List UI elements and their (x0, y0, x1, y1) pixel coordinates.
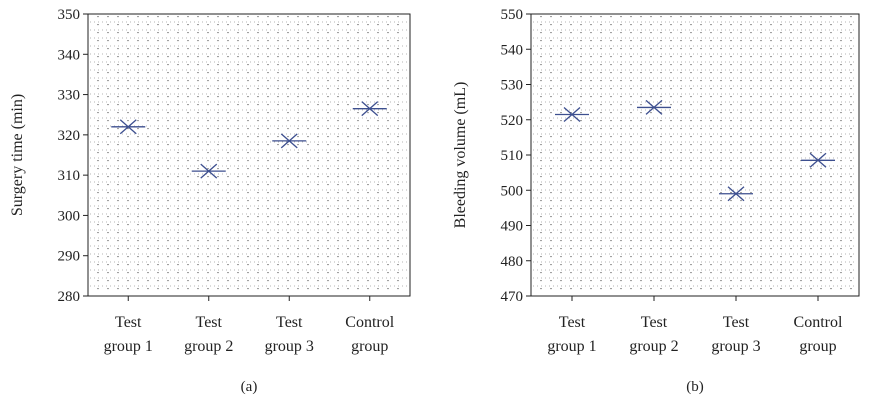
x-tick-label: group (799, 338, 836, 355)
y-tick-label: 520 (501, 113, 524, 129)
x-tick-label: group 3 (265, 338, 314, 355)
chart-panel-1: 280 290 300 310 320 330 340 350 Test group 1 Test g… (9, 7, 411, 395)
y-tick-label: 290 (58, 249, 81, 265)
x-tick-label: group (351, 338, 388, 355)
y-tick-label: 540 (501, 42, 524, 58)
data-point (272, 133, 307, 149)
data-point (191, 163, 226, 179)
y-tick-label: 550 (501, 7, 524, 23)
x-tick-label: Control (794, 314, 843, 331)
panel-label: (b) (686, 379, 704, 395)
data-point (719, 186, 753, 202)
grid-dots (90, 16, 408, 294)
x-tick-label: Test (559, 314, 586, 331)
data-point (801, 152, 835, 168)
y-tick-label: 320 (58, 128, 81, 144)
y-tick-label: 480 (501, 254, 524, 270)
x-tick-label: group 2 (629, 338, 678, 355)
x-tick-label: Test (723, 314, 750, 331)
y-tick-label: 280 (58, 289, 81, 305)
y-tick-label: 530 (501, 78, 524, 94)
data-point (352, 101, 387, 117)
x-tick-label: Test (115, 314, 142, 331)
y-tick-label: 500 (501, 183, 524, 199)
data-point (111, 119, 146, 135)
x-tick-label: Test (196, 314, 223, 331)
y-tick-label: 300 (58, 208, 81, 224)
y-tick-label: 330 (58, 88, 81, 104)
grid-dots (533, 16, 857, 294)
x-tick-label: group 1 (104, 338, 153, 355)
chart-panel-2: 470 480 490 500 510 520 530 540 550 Test group 1 Te… (452, 7, 860, 395)
x-tick-label: group 2 (184, 338, 233, 355)
x-tick-label: Test (641, 314, 668, 331)
y-tick-label: 490 (501, 219, 524, 235)
x-tick-label: Control (345, 314, 394, 331)
data-point (637, 99, 671, 115)
y-tick-label: 470 (501, 289, 524, 305)
x-tick-label: group 3 (711, 338, 760, 355)
x-tick-label: Test (276, 314, 303, 331)
plot-frame (87, 13, 411, 297)
y-tick-label: 340 (58, 47, 81, 63)
data-point (555, 106, 589, 122)
y-tick-label: 510 (501, 148, 524, 164)
y-tick-label: 310 (58, 168, 81, 184)
y-tick-label: 350 (58, 7, 81, 23)
x-tick-label: group 1 (547, 338, 596, 355)
panel-label: (a) (241, 379, 258, 395)
y-axis-title: Surgery time (min) (9, 94, 26, 216)
y-axis-title: Bleeding volume (mL) (452, 82, 469, 229)
